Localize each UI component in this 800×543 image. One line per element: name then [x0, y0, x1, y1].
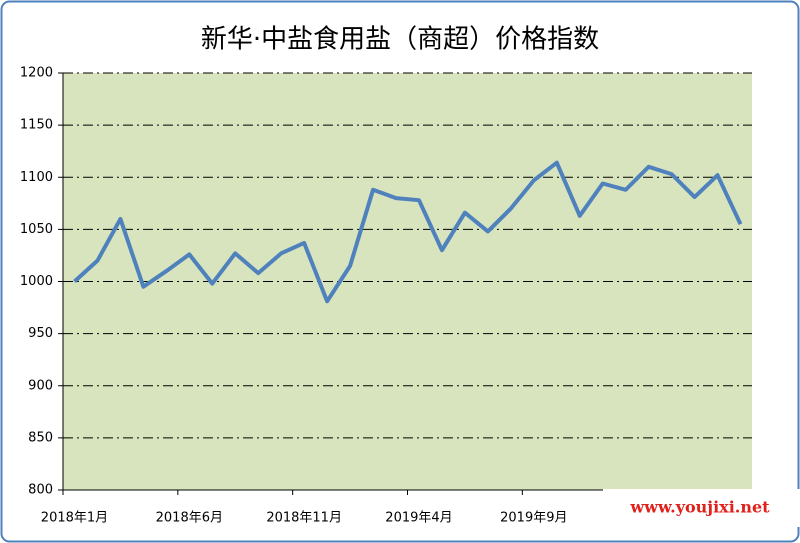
x-tick-label: 2018年6月 — [156, 511, 223, 526]
y-tick-label: 1150 — [20, 118, 53, 133]
y-tick-label: 900 — [28, 378, 53, 393]
y-tick-label: 1000 — [20, 274, 53, 289]
y-tick-label: 950 — [28, 326, 53, 341]
x-tick-label: 2018年1月 — [41, 511, 108, 526]
y-tick-label: 850 — [28, 430, 53, 445]
x-tick-label: 2018年11月 — [266, 511, 342, 526]
line — [73, 160, 743, 304]
watermark-box — [603, 489, 800, 527]
y-tick-label: 1100 — [20, 170, 53, 185]
x-tick-label: 2019年9月 — [500, 511, 567, 526]
x-tick-label: 2019年4月 — [385, 511, 452, 526]
watermark: www.youjixi.net — [629, 498, 770, 517]
y-tick-label: 1200 — [20, 66, 53, 81]
chart-title: 新华·中盐食用盐（商超）价格指数 — [201, 25, 599, 55]
y-tick-label: 800 — [28, 483, 53, 498]
y-tick-label: 1050 — [20, 222, 53, 237]
